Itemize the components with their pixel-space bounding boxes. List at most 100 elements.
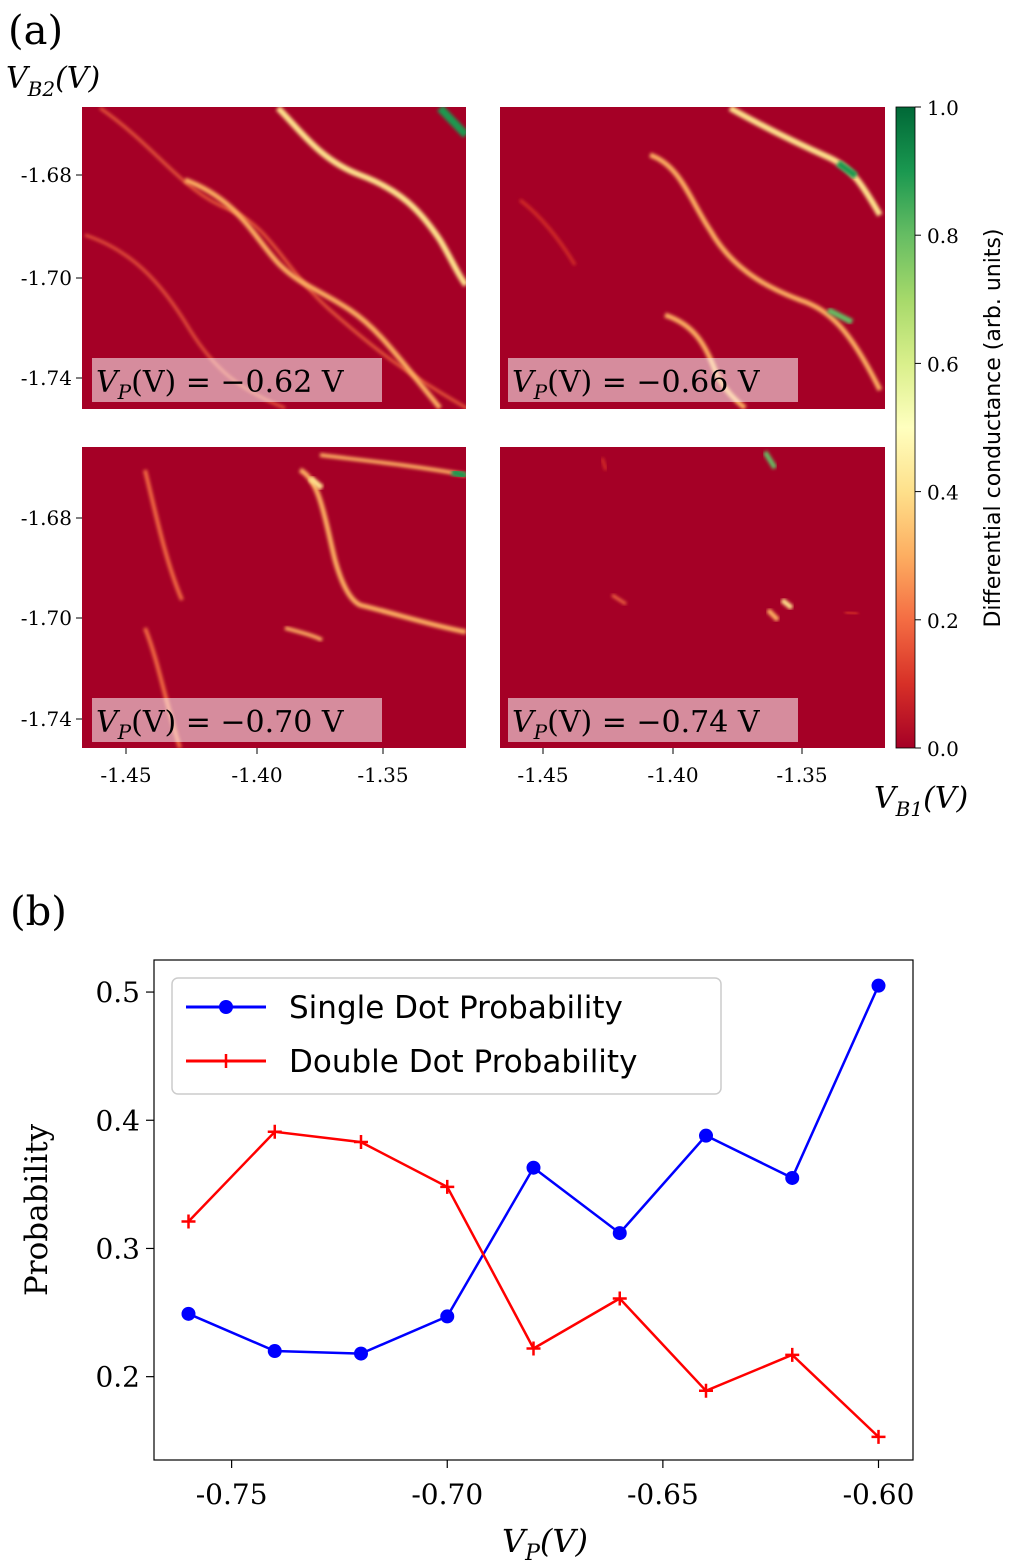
y-axis: 0.2 0.3 0.4 0.5 xyxy=(95,976,154,1394)
ridge-line xyxy=(611,593,627,606)
ridge-line xyxy=(766,608,780,622)
subplot-annotation: VP(V) = −0.74 V xyxy=(512,705,761,744)
data-point-single-dot xyxy=(440,1309,455,1324)
x-axis-a-left: -1.45 -1.40 -1.35 xyxy=(100,748,409,787)
data-point-double-dot xyxy=(354,1135,368,1150)
x-tick-label: -1.35 xyxy=(776,763,827,787)
heatmap-subplot-2: VP(V) = −0.66 V xyxy=(500,107,885,409)
x-tick-label: -1.35 xyxy=(357,763,408,787)
colorbar-ticks: 0.0 0.2 0.4 0.6 0.8 1.0 xyxy=(915,96,959,761)
data-point-double-dot xyxy=(526,1341,541,1356)
colorbar: 0.0 0.2 0.4 0.6 0.8 1.0 Differential conducta… xyxy=(895,96,1006,761)
colorbar-tick-label: 0.6 xyxy=(927,352,959,376)
ridge-line xyxy=(649,152,883,392)
x-tick-label: -1.40 xyxy=(231,763,282,787)
heatmap-background xyxy=(500,447,885,748)
subplot-annotation: VP(V) = −0.70 V xyxy=(96,705,345,744)
heatmap-subplot-3: VP(V) = −0.70 V xyxy=(82,447,466,748)
series-line-double-dot xyxy=(187,1130,880,1438)
ridge-line xyxy=(762,450,778,470)
y-axis-label: Probability xyxy=(19,1123,55,1296)
panel-b-label: (b) xyxy=(10,889,67,935)
y-axis-a-top: -1.68 -1.70 -1.74 xyxy=(21,163,82,390)
ridge-line xyxy=(184,177,442,409)
x-tick-label: -0.65 xyxy=(627,1478,699,1511)
ridge-line xyxy=(728,107,883,217)
colorbar-gradient xyxy=(895,106,916,749)
legend-entry-single: Single Dot Probability xyxy=(289,990,623,1026)
data-point-single-dot xyxy=(612,1226,627,1241)
annotation-box xyxy=(508,698,798,742)
ridge-line xyxy=(308,475,324,491)
y-tick-label: -1.70 xyxy=(21,606,72,630)
data-point-double-dot xyxy=(440,1179,455,1194)
panel-a-ylabel: VB2(V) xyxy=(6,61,100,101)
annotation-box xyxy=(92,698,382,742)
legend-marker-circle xyxy=(219,1000,233,1014)
x-tick-label: -1.40 xyxy=(647,763,698,787)
heatmap-background xyxy=(82,447,466,748)
ridge-line xyxy=(99,107,466,409)
heatmap-subplot-1: VP(V) = −0.62 V xyxy=(82,107,466,409)
y-tick-label: -1.70 xyxy=(21,266,72,290)
colorbar-tick-label: 0.0 xyxy=(927,737,959,761)
annotation-box xyxy=(92,358,382,402)
ridge-line xyxy=(826,307,854,325)
data-point-single-dot xyxy=(267,1344,282,1359)
plot-area xyxy=(153,959,914,1461)
ridge-line xyxy=(437,107,466,138)
subplot-annotation: VP(V) = −0.62 V xyxy=(96,365,345,404)
data-point-single-dot xyxy=(871,978,886,993)
colorbar-tick-label: 0.8 xyxy=(927,224,959,248)
ridge-line xyxy=(143,469,184,601)
ridge-line xyxy=(284,626,323,642)
panel-a-label: (a) xyxy=(8,8,63,54)
series-group xyxy=(181,978,886,1444)
data-point-single-dot xyxy=(699,1128,713,1143)
ridge-line xyxy=(519,198,577,266)
colorbar-tick-label: 0.2 xyxy=(927,609,959,633)
conductance-ridges xyxy=(143,453,466,748)
y-tick-label: -1.74 xyxy=(21,707,72,731)
x-tick-label: -1.45 xyxy=(100,763,151,787)
x-tick-label: -0.70 xyxy=(411,1478,483,1511)
conductance-ridges xyxy=(600,450,859,622)
heatmap-subplot-4: VP(V) = −0.74 V xyxy=(500,447,885,748)
y-axis-a-bottom: -1.68 -1.70 -1.74 xyxy=(21,506,82,731)
y-tick-label: 0.2 xyxy=(95,1361,140,1394)
data-point-double-dot xyxy=(181,1214,196,1229)
legend-marker-plus xyxy=(219,1054,233,1068)
ridge-line xyxy=(835,160,859,179)
data-point-single-dot xyxy=(354,1346,368,1361)
legend: Single Dot Probability Double Dot Probab… xyxy=(171,977,722,1095)
data-point-single-dot xyxy=(526,1160,541,1175)
x-tick-label: -0.75 xyxy=(196,1478,268,1511)
colorbar-label: Differential conductance (arb. units) xyxy=(981,228,1006,627)
x-tick-label: -1.45 xyxy=(517,763,568,787)
ridge-line xyxy=(451,468,466,480)
subplot-annotation: VP(V) = −0.66 V xyxy=(512,365,761,404)
y-tick-label: -1.74 xyxy=(21,366,72,390)
x-axis: -0.75 -0.70 -0.65 -0.60 xyxy=(196,1460,914,1511)
data-point-single-dot xyxy=(785,1170,800,1185)
legend-entry-double: Double Dot Probability xyxy=(289,1044,637,1080)
x-axis-label: VP(V) xyxy=(502,1522,588,1565)
data-point-double-dot xyxy=(871,1429,886,1444)
y-tick-label: -1.68 xyxy=(21,163,72,187)
data-point-double-dot xyxy=(267,1124,282,1139)
panel-b: (b) -0.75 -0.70 -0.65 -0.60 0.2 0.3 0.4 0.5 Pr… xyxy=(10,889,914,1565)
ridge-line xyxy=(844,610,859,616)
ridge-line xyxy=(275,107,466,287)
panel-a: (a) VB2(V) VP(V) = −0.62 V xyxy=(6,8,1006,821)
annotation-box xyxy=(508,358,798,402)
ridge-line xyxy=(600,457,608,471)
data-point-single-dot xyxy=(181,1306,196,1321)
y-tick-label: 0.3 xyxy=(95,1232,140,1265)
ridge-line xyxy=(298,467,466,635)
panel-a-xlabel: VB1(V) xyxy=(874,781,968,821)
y-tick-label: 0.5 xyxy=(95,976,140,1009)
data-point-double-dot xyxy=(699,1383,713,1398)
colorbar-tick-label: 1.0 xyxy=(927,96,959,120)
ridge-line xyxy=(319,453,466,477)
